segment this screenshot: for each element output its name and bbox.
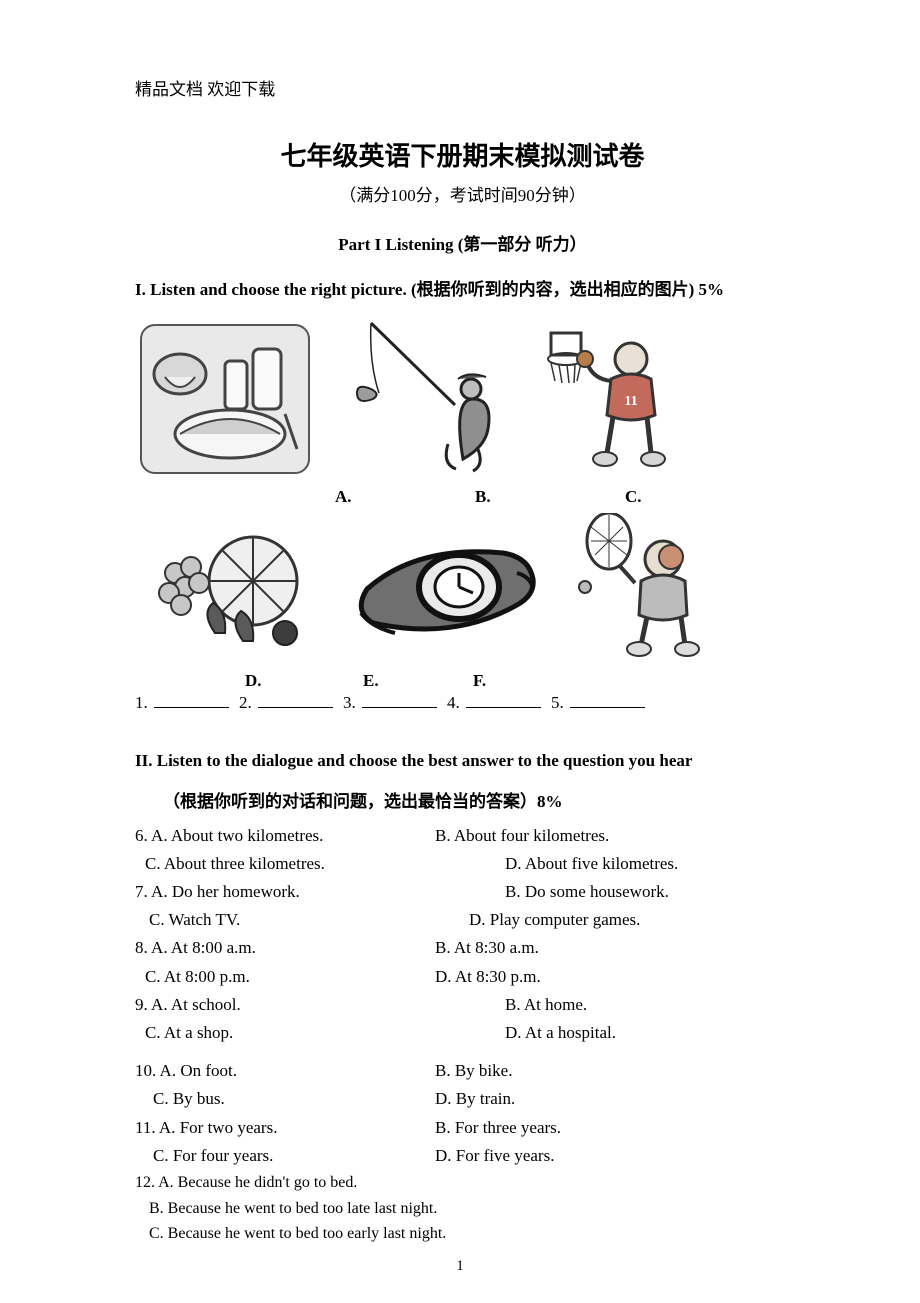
basketball-icon: 11 <box>541 319 691 479</box>
q11-b: B. For three years. <box>435 1114 790 1141</box>
question-block: 6. A. About two kilometres.B. About four… <box>135 822 790 1247</box>
q7-d: D. Play computer games. <box>435 906 790 933</box>
label-d: D. <box>245 671 363 691</box>
section2-sub: （根据你听到的对话和问题，选出最恰当的答案）8% <box>163 787 790 812</box>
q10-b: B. By bike. <box>435 1057 790 1084</box>
q6-a: 6. A. About two kilometres. <box>135 822 435 849</box>
picture-row2-labels: D. E. F. <box>135 671 790 691</box>
blank-4-label: 4. <box>447 693 460 712</box>
q9-d: D. At a hospital. <box>435 1019 790 1046</box>
q12-c: C. Because he went to bed too early last… <box>135 1221 790 1247</box>
picture-row-1: 11 <box>135 309 790 479</box>
watch-icon <box>343 523 543 663</box>
q9-c: C. At a shop. <box>135 1019 435 1046</box>
blank-1-label: 1. <box>135 693 148 712</box>
picture-d <box>135 523 315 663</box>
label-c: C. <box>625 487 642 507</box>
blank-5-label: 5. <box>551 693 564 712</box>
q6-b: B. About four kilometres. <box>435 822 790 849</box>
blank-2-label: 2. <box>239 693 252 712</box>
label-f: F. <box>473 671 486 691</box>
q11-d: D. For five years. <box>435 1142 790 1169</box>
fill-blanks-line: 1. 2. 3. 4. 5. <box>135 693 790 713</box>
breakfast-icon <box>135 319 315 479</box>
part-heading: Part I Listening (第一部分 听力） <box>135 230 790 255</box>
q6-c: C. About three kilometres. <box>135 850 435 877</box>
picture-f <box>571 513 721 663</box>
fishing-icon <box>343 309 513 479</box>
section1-heading: I. Listen and choose the right picture. … <box>135 273 790 307</box>
exam-subtitle: （满分100分，考试时间90分钟） <box>135 181 790 206</box>
blank-input-1[interactable] <box>154 707 229 708</box>
q6-d: D. About five kilometres. <box>435 850 790 877</box>
blank-input-2[interactable] <box>258 707 333 708</box>
q8-c: C. At 8:00 p.m. <box>135 963 435 990</box>
q12-a: 12. A. Because he didn't go to bed. <box>135 1170 790 1196</box>
q9-a: 9. A. At school. <box>135 991 435 1018</box>
q11-a: 11. A. For two years. <box>135 1114 435 1141</box>
header-note: 精品文档 欢迎下载 <box>135 75 790 100</box>
q7-b: B. Do some housework. <box>435 878 790 905</box>
q10-d: D. By train. <box>435 1085 790 1112</box>
fruit-icon <box>135 523 315 663</box>
q8-d: D. At 8:30 p.m. <box>435 963 790 990</box>
exam-title: 七年级英语下册期末模拟测试卷 <box>135 136 790 173</box>
blank-input-4[interactable] <box>466 707 541 708</box>
tennis-icon <box>571 513 721 663</box>
q7-c: C. Watch TV. <box>135 906 435 933</box>
picture-e <box>343 523 543 663</box>
picture-a <box>135 319 315 479</box>
label-b: B. <box>475 487 625 507</box>
blank-input-5[interactable] <box>570 707 645 708</box>
label-a: A. <box>335 487 475 507</box>
picture-row-2 <box>135 513 790 663</box>
picture-b <box>343 309 513 479</box>
q11-c: C. For four years. <box>135 1142 435 1169</box>
picture-c: 11 <box>541 319 691 479</box>
q10-c: C. By bus. <box>135 1085 435 1112</box>
q9-b: B. At home. <box>435 991 790 1018</box>
q7-a: 7. A. Do her homework. <box>135 878 435 905</box>
q8-a: 8. A. At 8:00 a.m. <box>135 934 435 961</box>
picture-row1-labels: A. B. C. <box>135 487 790 507</box>
q10-a: 10. A. On foot. <box>135 1057 435 1084</box>
page-number: 1 <box>0 1258 920 1275</box>
svg-text:11: 11 <box>624 394 637 409</box>
q12-b: B. Because he went to bed too late last … <box>135 1196 790 1222</box>
section2-heading: II. Listen to the dialogue and choose th… <box>135 743 790 779</box>
blank-3-label: 3. <box>343 693 356 712</box>
q8-b: B. At 8:30 a.m. <box>435 934 790 961</box>
label-e: E. <box>363 671 473 691</box>
blank-input-3[interactable] <box>362 707 437 708</box>
